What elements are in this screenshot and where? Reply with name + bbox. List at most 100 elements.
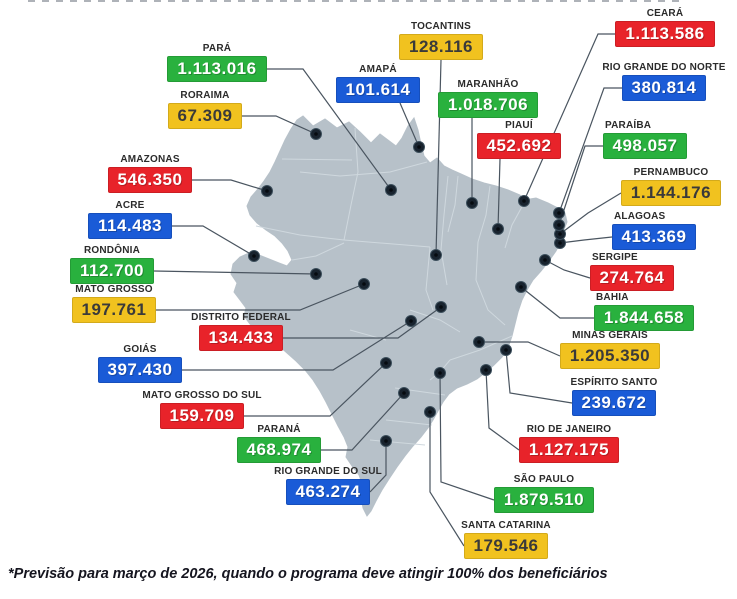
state-group-distrito_federal: DISTRITO FEDERAL 134.433 — [191, 311, 291, 351]
connector-amapa — [399, 102, 420, 148]
state-group-rondonia: RONDÔNIA 112.700 — [70, 244, 154, 284]
state-value-box-sao_paulo: 1.879.510 — [494, 487, 594, 513]
state-group-amapa: AMAPÁ 101.614 — [336, 63, 420, 103]
state-name-amazonas: AMAZONAS — [120, 154, 180, 165]
connector-alagoas — [559, 236, 613, 244]
state-group-parana: PARANÁ 468.974 — [237, 423, 321, 463]
connector-rio_grande_do_norte — [558, 87, 622, 214]
state-value-box-rio_grande_do_norte: 380.814 — [622, 75, 706, 101]
state-name-amapa: AMAPÁ — [359, 64, 397, 75]
footnote: *Previsão para março de 2026, quando o p… — [8, 566, 608, 582]
state-group-goias: GOIÁS 397.430 — [98, 343, 182, 383]
state-value-box-tocantins: 128.116 — [399, 34, 483, 60]
state-name-alagoas: ALAGOAS — [614, 211, 666, 222]
state-name-ceara: CEARÁ — [646, 8, 684, 19]
state-value-box-roraima: 67.309 — [168, 103, 242, 129]
state-value-box-espirito_santo: 239.672 — [572, 390, 656, 416]
map-dot-center-tocantins — [434, 253, 438, 257]
map-dot-center-mato_grosso_do_sul — [384, 361, 388, 365]
state-name-rondonia: RONDÔNIA — [83, 245, 141, 256]
map-dot-center-amazonas — [265, 189, 269, 193]
state-value-box-pernambuco: 1.144.176 — [621, 180, 721, 206]
state-name-mato_grosso_do_sul: MATO GROSSO DO SUL — [142, 390, 262, 401]
connector-mato_grosso — [156, 283, 365, 311]
state-name-sergipe: SERGIPE — [592, 252, 638, 263]
connector-sao_paulo — [439, 372, 495, 501]
state-group-bahia: BAHIA 1.844.658 — [594, 291, 694, 331]
state-group-minas_gerais: MINAS GERAIS 1.205.350 — [560, 329, 660, 369]
state-borders — [255, 127, 525, 446]
map-dot-center-distrito_federal — [439, 305, 443, 309]
state-value-box-distrito_federal: 134.433 — [199, 325, 283, 351]
connector-rondonia — [153, 270, 317, 275]
map-dot-center-amapa — [417, 145, 421, 149]
map-dot-center-ceara — [522, 199, 526, 203]
state-group-maranhao: MARANHÃO 1.018.706 — [438, 78, 538, 118]
map-dot-center-parana — [402, 391, 406, 395]
state-name-santa_catarina: SANTA CATARINA — [461, 520, 551, 531]
state-value-box-rondonia: 112.700 — [70, 258, 154, 284]
map-dot-center-para — [389, 188, 393, 192]
state-value-box-alagoas: 413.369 — [612, 224, 696, 250]
state-name-espirito_santo: ESPÍRITO SANTO — [570, 377, 658, 388]
state-value-box-piaui: 452.692 — [477, 133, 561, 159]
state-value-box-mato_grosso_do_sul: 159.709 — [160, 403, 244, 429]
map-dot-center-santa_catarina — [428, 410, 432, 414]
connector-mato_grosso_do_sul — [244, 362, 387, 417]
connector-espirito_santo — [505, 349, 573, 404]
state-name-para: PARÁ — [202, 43, 232, 54]
state-group-piaui: PIAUÍ 452.692 — [477, 119, 561, 159]
map-dots — [248, 128, 566, 447]
state-value-box-mato_grosso: 197.761 — [72, 297, 156, 323]
map-dot-center-mato_grosso — [362, 282, 366, 286]
connector-rio_grande_do_sul — [369, 441, 387, 493]
state-name-parana: PARANÁ — [257, 424, 301, 435]
connector-acre — [172, 225, 255, 257]
map-dot-center-acre — [252, 254, 256, 258]
state-name-rio_grande_do_sul: RIO GRANDE DO SUL — [274, 466, 382, 477]
state-name-distrito_federal: DISTRITO FEDERAL — [191, 312, 291, 323]
state-group-rio_grande_do_norte: RIO GRANDE DO NORTE 380.814 — [602, 61, 726, 101]
connector-paraiba — [558, 145, 603, 226]
state-group-santa_catarina: SANTA CATARINA 179.546 — [461, 519, 551, 559]
state-value-box-santa_catarina: 179.546 — [464, 533, 548, 559]
state-name-mato_grosso: MATO GROSSO — [75, 284, 153, 295]
state-group-alagoas: ALAGOAS 413.369 — [612, 210, 696, 250]
state-value-box-sergipe: 274.764 — [590, 265, 674, 291]
state-group-mato_grosso: MATO GROSSO 197.761 — [72, 283, 156, 323]
connector-piaui — [497, 158, 501, 230]
map-dot-center-piaui — [496, 227, 500, 231]
map-dot-center-sao_paulo — [438, 371, 442, 375]
connector-sergipe — [544, 259, 591, 279]
state-group-pernambuco: PERNAMBUCO 1.144.176 — [621, 166, 721, 206]
connector-para — [267, 68, 392, 191]
state-value-box-para: 1.113.016 — [167, 56, 267, 82]
map-dot-center-bahia — [519, 285, 523, 289]
state-value-box-rio_grande_do_sul: 463.274 — [286, 479, 370, 505]
map-dot-center-rio_grande_do_sul — [384, 439, 388, 443]
state-name-rio_de_janeiro: RIO DE JANEIRO — [526, 424, 612, 435]
state-group-ceara: CEARÁ 1.113.586 — [615, 7, 715, 47]
state-name-bahia: BAHIA — [596, 292, 629, 303]
state-value-box-paraiba: 498.057 — [603, 133, 687, 159]
state-name-goias: GOIÁS — [123, 344, 157, 355]
state-name-paraiba: PARAÍBA — [605, 120, 652, 131]
map-dot-center-rondonia — [314, 272, 318, 276]
state-group-para: PARÁ 1.113.016 — [167, 42, 267, 82]
state-name-maranhao: MARANHÃO — [457, 79, 519, 90]
state-group-mato_grosso_do_sul: MATO GROSSO DO SUL 159.709 — [142, 389, 262, 429]
state-value-box-bahia: 1.844.658 — [594, 305, 694, 331]
state-value-box-ceara: 1.113.586 — [615, 21, 715, 47]
state-group-rio_grande_do_sul: RIO GRANDE DO SUL 463.274 — [274, 465, 382, 505]
state-group-sergipe: SERGIPE 274.764 — [590, 251, 674, 291]
state-value-box-goias: 397.430 — [98, 357, 182, 383]
connector-distrito_federal — [283, 306, 442, 339]
map-dot-center-alagoas — [558, 241, 562, 245]
connector-amazonas — [192, 179, 268, 192]
state-value-box-maranhao: 1.018.706 — [438, 92, 538, 118]
map-dot-center-maranhao — [470, 201, 474, 205]
state-name-rio_grande_do_norte: RIO GRANDE DO NORTE — [602, 62, 726, 73]
state-value-box-acre: 114.483 — [88, 213, 172, 239]
